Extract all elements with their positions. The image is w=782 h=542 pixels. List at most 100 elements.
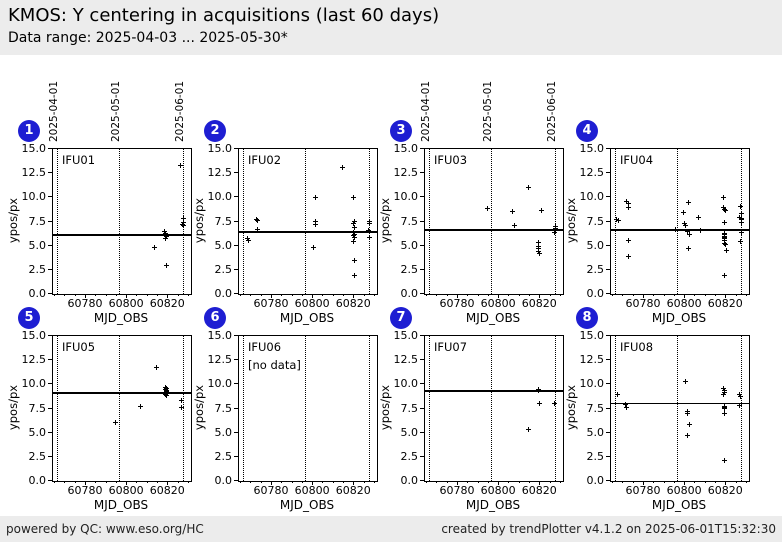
panel-number-badge: 2 — [204, 120, 226, 142]
y-tick-label: 12.5 — [21, 166, 47, 180]
x-tick-mark — [498, 294, 500, 298]
data-point — [526, 426, 531, 432]
reference-line — [425, 390, 563, 392]
data-point — [137, 403, 143, 409]
y-tick-label: 15.0 — [393, 329, 419, 342]
y-tick-label: 5.0 — [400, 425, 419, 439]
y-tick-mark — [234, 268, 238, 270]
data-point — [722, 240, 728, 246]
data-point — [721, 205, 727, 210]
y-tick-mark — [420, 244, 424, 246]
data-point — [738, 219, 744, 225]
x-minor-tick-mark — [95, 294, 97, 296]
y-tick-mark — [234, 220, 238, 222]
y-tick-label: 5.0 — [28, 425, 47, 439]
x-tick-label: 60820 — [335, 297, 371, 310]
data-point — [683, 378, 689, 384]
y-axis-title: ypos/px — [6, 197, 20, 244]
x-tick-label: 60800 — [480, 484, 516, 497]
y-tick-label: 10.0 — [579, 190, 605, 204]
x-minor-tick-mark — [426, 481, 428, 483]
x-tick-mark — [167, 294, 169, 298]
y-tick-label: 2.5 — [28, 262, 47, 276]
y-tick-label: 2.5 — [586, 449, 605, 463]
x-tick-label: 60780 — [253, 484, 289, 497]
data-point — [164, 263, 170, 268]
y-tick-label: 10.0 — [207, 190, 233, 204]
month-gridline — [243, 336, 245, 481]
y-tick-label: 0.0 — [214, 474, 233, 487]
data-point — [509, 209, 515, 215]
x-minor-tick-mark — [105, 294, 107, 296]
y-tick-mark — [234, 359, 238, 361]
y-tick-mark — [606, 383, 610, 385]
data-point — [313, 222, 319, 228]
data-point — [697, 228, 703, 234]
y-tick-label: 10.0 — [21, 377, 47, 391]
x-minor-tick-mark — [653, 481, 655, 483]
x-minor-tick-mark — [291, 481, 293, 483]
data-point — [366, 235, 372, 240]
x-minor-tick-mark — [343, 481, 344, 483]
x-axis-title: MJD_OBS — [279, 311, 335, 325]
plot-area: IFU01 — [52, 148, 192, 295]
x-minor-tick-mark — [363, 481, 365, 483]
y-tick-label: 5.0 — [28, 238, 47, 252]
reference-line — [611, 402, 749, 405]
data-point — [625, 237, 631, 243]
y-tick-mark — [48, 244, 52, 246]
x-minor-tick-mark — [146, 294, 148, 296]
x-tick-label: 60780 — [625, 484, 661, 497]
data-point — [178, 397, 184, 403]
month-gridline — [740, 336, 742, 481]
data-point — [686, 200, 692, 206]
y-tick-mark — [234, 383, 238, 385]
x-minor-tick-mark — [240, 481, 242, 483]
x-minor-tick-mark — [322, 481, 324, 483]
x-minor-tick-mark — [745, 481, 747, 483]
y-tick-label: 10.0 — [579, 377, 605, 391]
x-tick-mark — [684, 294, 686, 298]
ifu-label: IFU03 — [434, 153, 468, 167]
y-tick-label: 7.5 — [586, 401, 605, 415]
top-date-label: 2025-04-01 — [48, 80, 61, 142]
x-axis-title: MJD_OBS — [279, 498, 335, 512]
month-gridline — [57, 149, 59, 294]
x-axis-title: MJD_OBS — [465, 498, 521, 512]
y-tick-label: 7.5 — [214, 401, 233, 415]
x-minor-tick-mark — [549, 481, 551, 483]
data-point — [682, 221, 688, 227]
x-tick-mark — [312, 294, 314, 298]
x-minor-tick-mark — [518, 481, 520, 483]
plot-area: IFU03 — [424, 148, 564, 295]
data-point — [351, 230, 357, 236]
data-point — [624, 199, 630, 205]
top-date-label: 2025-06-01 — [173, 80, 186, 142]
x-tick-mark — [271, 481, 272, 485]
data-point — [614, 216, 620, 222]
data-point — [366, 220, 372, 226]
y-tick-label: 2.5 — [400, 449, 419, 463]
y-tick-label: 12.5 — [579, 166, 605, 180]
x-minor-tick-mark — [105, 481, 107, 483]
data-point — [313, 218, 319, 224]
y-tick-mark — [48, 383, 52, 385]
x-minor-tick-mark — [260, 294, 262, 296]
x-minor-tick-mark — [694, 294, 696, 296]
month-gridline — [57, 336, 59, 481]
x-tick-label: 60780 — [625, 297, 661, 310]
y-tick-label: 7.5 — [28, 214, 47, 228]
month-gridline — [243, 149, 245, 294]
reference-line — [53, 392, 191, 394]
y-tick-label: 0.0 — [400, 474, 419, 487]
y-tick-label: 15.0 — [393, 142, 419, 155]
data-point — [722, 406, 728, 411]
month-gridline — [429, 149, 431, 294]
data-point — [254, 227, 260, 233]
x-minor-tick-mark — [632, 481, 634, 483]
x-minor-tick-mark — [240, 294, 242, 296]
ifu-label: IFU07 — [434, 340, 468, 354]
month-gridline — [368, 336, 370, 481]
y-tick-mark — [420, 268, 424, 270]
x-minor-tick-mark — [74, 294, 76, 296]
